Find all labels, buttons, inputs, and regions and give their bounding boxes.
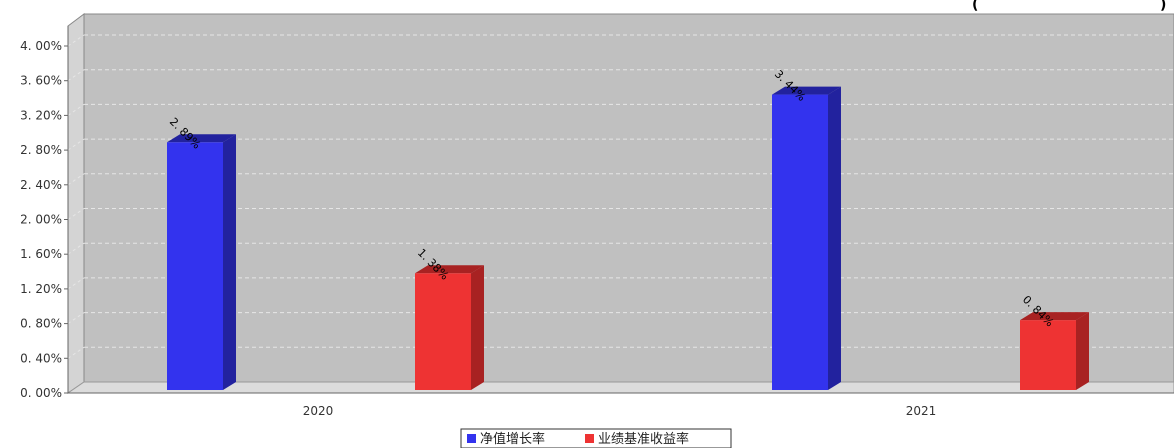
bar-side: [1076, 312, 1089, 390]
y-tick-label: 3. 60%: [20, 74, 62, 88]
legend-swatch-series-1: [467, 434, 476, 443]
y-tick-label: 1. 60%: [20, 247, 62, 261]
bars: [167, 86, 1089, 390]
bar-front: [415, 273, 471, 390]
x-tick-label: 2021: [906, 404, 937, 418]
legend-label-series-1: 净值增长率: [480, 431, 545, 447]
bar: [1020, 312, 1089, 390]
plot-left-wall: [67, 13, 85, 394]
legend-box: [460, 428, 732, 448]
corner-text-open: (: [972, 0, 978, 13]
y-tick-label: 0. 00%: [20, 386, 62, 400]
corner-text-close: ): [1160, 0, 1166, 13]
y-tick-label: 2. 00%: [20, 213, 62, 227]
legend-label-series-2: 业绩基准收益率: [598, 431, 689, 447]
y-tick-label: 0. 80%: [20, 317, 62, 331]
bar: [772, 86, 841, 390]
bar-top: [1020, 312, 1089, 321]
bar-side: [471, 265, 484, 390]
x-tick-label: 2020: [303, 404, 334, 418]
y-tick-label: 1. 20%: [20, 282, 62, 296]
bar: [415, 265, 484, 390]
bar-top: [772, 86, 841, 95]
bar-front: [1020, 320, 1076, 390]
y-tick-label: 2. 40%: [20, 178, 62, 192]
plot-floor: [66, 381, 1174, 394]
y-axis: 0. 00% 0. 40% 0. 80% 1. 20% 1. 60% 2. 00% 2. 4…: [20, 26, 69, 400]
y-tick-label: 3. 20%: [20, 108, 62, 122]
plot-back-wall: [83, 13, 1174, 383]
bar-top: [167, 134, 236, 143]
legend: 净值增长率 业绩基准收益率: [460, 428, 732, 448]
bar-top: [415, 265, 484, 274]
bar: [167, 134, 236, 390]
y-tick-label: 0. 40%: [20, 351, 62, 365]
x-axis: 2020 2021: [68, 392, 1174, 418]
bar-side: [828, 86, 841, 390]
y-tick-label: 2. 80%: [20, 143, 62, 157]
legend-swatch-series-2: [585, 434, 594, 443]
bar-front: [772, 94, 828, 390]
bar-front: [167, 142, 223, 390]
y-tick-label: 4. 00%: [20, 39, 62, 53]
bar-side: [223, 134, 236, 390]
